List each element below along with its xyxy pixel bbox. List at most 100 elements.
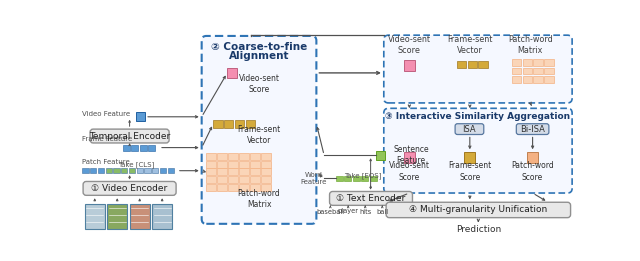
Text: Patch-word
Matrix: Patch-word Matrix: [237, 189, 280, 209]
Text: Patch-word
Score: Patch-word Score: [511, 161, 554, 181]
Bar: [106, 168, 112, 173]
Text: Video-sent
Score: Video-sent Score: [388, 35, 431, 55]
Text: Frame-sent
Vector: Frame-sent Vector: [447, 35, 493, 55]
Text: Word
Feature: Word Feature: [300, 172, 326, 185]
Bar: [136, 168, 143, 173]
Text: ball: ball: [376, 209, 388, 215]
Bar: [404, 60, 415, 70]
Bar: [227, 68, 237, 78]
Bar: [533, 76, 543, 83]
Text: Sentence
Feature: Sentence Feature: [393, 145, 429, 165]
Bar: [152, 204, 172, 229]
Bar: [148, 145, 155, 151]
Text: Patch Feature: Patch Feature: [83, 159, 130, 165]
Bar: [246, 120, 255, 128]
Bar: [522, 68, 532, 74]
Bar: [206, 184, 216, 191]
Bar: [527, 152, 538, 163]
Bar: [250, 168, 260, 175]
Text: baseball: baseball: [316, 209, 344, 215]
Bar: [239, 176, 249, 183]
Text: Prediction: Prediction: [456, 226, 501, 234]
Bar: [217, 184, 227, 191]
Bar: [217, 161, 227, 168]
Bar: [250, 184, 260, 191]
Bar: [136, 112, 145, 121]
Bar: [168, 168, 174, 173]
Bar: [250, 153, 260, 160]
Text: Temporal Encoder: Temporal Encoder: [89, 132, 170, 140]
Text: Bi-ISA: Bi-ISA: [520, 124, 545, 134]
FancyBboxPatch shape: [516, 124, 549, 134]
Bar: [376, 151, 385, 160]
Bar: [228, 168, 238, 175]
Bar: [522, 59, 532, 66]
Bar: [260, 153, 271, 160]
Text: player: player: [338, 209, 358, 215]
Bar: [217, 176, 227, 183]
Bar: [250, 161, 260, 168]
Bar: [235, 120, 244, 128]
FancyBboxPatch shape: [90, 129, 169, 143]
FancyBboxPatch shape: [330, 192, 412, 205]
Text: ④ Multi-granularity Unification: ④ Multi-granularity Unification: [409, 205, 547, 215]
FancyBboxPatch shape: [386, 202, 571, 218]
Bar: [353, 176, 360, 181]
Bar: [228, 176, 238, 183]
Bar: [206, 176, 216, 183]
Text: Alignment: Alignment: [228, 51, 289, 61]
FancyBboxPatch shape: [384, 35, 572, 103]
Text: Video-sent
Score: Video-sent Score: [389, 161, 430, 181]
Bar: [206, 153, 216, 160]
Text: hits: hits: [359, 209, 371, 215]
Bar: [98, 168, 104, 173]
Bar: [239, 168, 249, 175]
Bar: [239, 153, 249, 160]
Bar: [250, 176, 260, 183]
Bar: [478, 61, 488, 68]
Bar: [145, 168, 150, 173]
Bar: [206, 168, 216, 175]
Bar: [544, 76, 554, 83]
Bar: [260, 161, 271, 168]
Bar: [90, 168, 96, 173]
Bar: [213, 120, 223, 128]
FancyBboxPatch shape: [202, 36, 316, 224]
Bar: [404, 152, 415, 163]
FancyBboxPatch shape: [384, 108, 572, 193]
Bar: [260, 176, 271, 183]
Bar: [206, 161, 216, 168]
Text: Take [CLS]: Take [CLS]: [118, 161, 154, 168]
Text: Patch-word
Matrix: Patch-word Matrix: [508, 35, 553, 55]
Bar: [336, 176, 343, 181]
Text: Take [EOS]: Take [EOS]: [344, 173, 381, 180]
Bar: [533, 68, 543, 74]
Text: Frame-sent
Vector: Frame-sent Vector: [237, 125, 281, 145]
Text: ③ Interactive Similarity Aggregation: ③ Interactive Similarity Aggregation: [385, 112, 570, 121]
Bar: [217, 168, 227, 175]
Text: Frame Feature: Frame Feature: [83, 136, 132, 142]
Bar: [121, 168, 127, 173]
Text: Video Feature: Video Feature: [83, 111, 131, 117]
Bar: [129, 204, 150, 229]
Bar: [152, 168, 158, 173]
Bar: [544, 68, 554, 74]
Bar: [140, 145, 147, 151]
FancyBboxPatch shape: [83, 181, 176, 195]
Bar: [362, 176, 368, 181]
Bar: [533, 59, 543, 66]
Text: ISA: ISA: [462, 124, 476, 134]
Bar: [131, 145, 138, 151]
FancyBboxPatch shape: [455, 124, 484, 134]
Bar: [228, 161, 238, 168]
Bar: [239, 161, 249, 168]
Bar: [260, 184, 271, 191]
Bar: [224, 120, 234, 128]
Bar: [544, 59, 554, 66]
Text: Video-sent
Score: Video-sent Score: [239, 74, 280, 94]
Bar: [113, 168, 120, 173]
Bar: [160, 168, 166, 173]
Bar: [107, 204, 127, 229]
Bar: [511, 76, 521, 83]
Bar: [84, 204, 105, 229]
